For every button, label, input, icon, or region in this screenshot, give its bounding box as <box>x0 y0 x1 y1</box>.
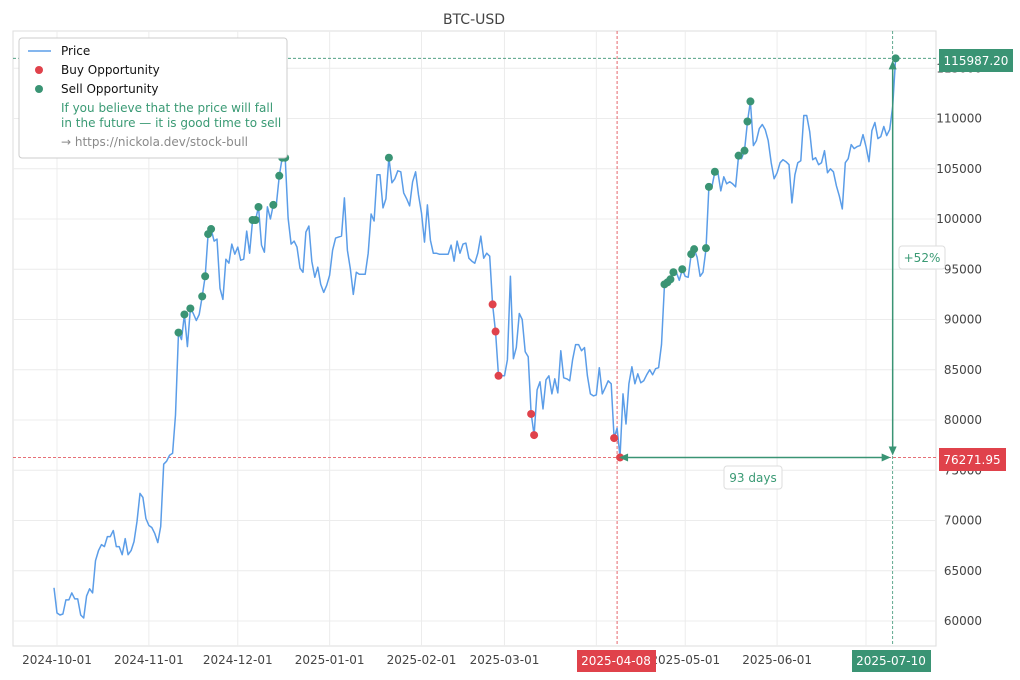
x-tick-label: 2024-11-01 <box>114 653 184 667</box>
legend-price-label: Price <box>61 44 90 58</box>
sell-point <box>743 117 752 126</box>
gain-label-box <box>898 245 946 270</box>
x-tick-label: 2025-03-01 <box>470 653 540 667</box>
chart-title: BTC-USD <box>443 12 505 28</box>
legend-sell-label: Sell Opportunity <box>61 82 159 96</box>
sell-point <box>704 182 713 191</box>
annotations <box>619 60 897 462</box>
duration-label-text: 93 days <box>729 471 776 485</box>
gain-label: +52% <box>898 245 946 270</box>
buy-date-badge-text: 2025-04-08 <box>581 654 651 668</box>
y-tick-label: 70000 <box>944 514 982 528</box>
promo-line-1: If you believe that the price will fall <box>61 101 273 115</box>
sell-point <box>891 54 900 63</box>
sell-price-badge: 115987.20 <box>939 49 1013 72</box>
price-line <box>53 58 897 619</box>
legend-box <box>18 37 288 159</box>
sell-point <box>678 265 687 274</box>
buy-point <box>530 431 539 440</box>
sell-point <box>207 225 216 234</box>
y-tick-label: 60000 <box>944 614 982 628</box>
buy-point <box>527 409 536 418</box>
y-tick-label: 80000 <box>944 413 982 427</box>
sell-point <box>174 328 183 337</box>
sell-point <box>186 304 195 313</box>
legend: Price Buy Opportunity Sell Opportunity I… <box>18 37 288 159</box>
sell-point <box>690 245 699 254</box>
promo-line-2: in the future — it is good time to sell <box>61 116 281 130</box>
sell-point <box>275 171 284 180</box>
legend-sell-swatch <box>35 85 43 93</box>
x-tick-label: 2025-02-01 <box>387 653 457 667</box>
sell-point <box>198 292 207 301</box>
sell-point <box>666 275 675 284</box>
sell-point <box>251 216 260 225</box>
y-tick-label: 95000 <box>944 262 982 276</box>
x-tick-label: 2025-05-01 <box>650 653 720 667</box>
buy-point <box>494 371 503 380</box>
buy-price-badge-text: 76271.95 <box>943 453 1000 467</box>
sell-point <box>254 202 263 211</box>
sell-point <box>269 200 278 209</box>
gain-arrow-head-top <box>888 60 897 70</box>
sell-price-badge-bg <box>939 49 1013 72</box>
buy-date-badge: 2025-04-08 <box>577 650 656 672</box>
sell-point <box>701 244 710 253</box>
y-tick-label: 110000 <box>936 112 982 126</box>
legend-buy-swatch <box>35 66 43 74</box>
buy-price-badge: 76271.95 <box>939 448 1006 471</box>
duration-arrow-head-left <box>619 453 629 462</box>
buy-point <box>610 434 619 443</box>
buy-price-badge-bg <box>939 448 1006 471</box>
x-tick-label: 2025-06-01 <box>742 653 812 667</box>
x-tick-label: 2024-12-01 <box>203 653 273 667</box>
buy-point <box>488 300 497 309</box>
sell-point <box>734 151 743 160</box>
y-tick-label: 105000 <box>936 162 982 176</box>
y-tick-label: 85000 <box>944 363 982 377</box>
sell-point <box>740 146 749 155</box>
y-tick-label: 65000 <box>944 564 982 578</box>
sell-point <box>669 268 678 277</box>
x-tick-label: 2024-10-01 <box>22 653 92 667</box>
sell-date-badge: 2025-07-10 <box>852 650 931 672</box>
duration-arrow-head-right <box>881 453 891 462</box>
y-tick-label: 90000 <box>944 313 982 327</box>
sell-date-badge-text: 2025-07-10 <box>856 654 926 668</box>
y-tick-label: 100000 <box>936 212 982 226</box>
sell-point <box>180 310 189 319</box>
sell-point <box>201 272 210 281</box>
x-tick-label: 2025-01-01 <box>295 653 365 667</box>
y-axis: 6000065000700007500080000850009000095000… <box>936 61 982 628</box>
legend-buy-label: Buy Opportunity <box>61 63 160 77</box>
buy-point <box>491 327 500 336</box>
sell-price-badge-text: 115987.20 <box>944 54 1009 68</box>
sell-point <box>746 97 755 106</box>
gain-label-text: +52% <box>904 251 941 265</box>
duration-label: 93 days <box>723 465 783 490</box>
gain-arrow-head-bottom <box>888 446 897 456</box>
promo-link[interactable]: → https://nickola.dev/stock-bull <box>61 135 248 149</box>
sell-point <box>384 153 393 162</box>
duration-label-box <box>723 465 783 490</box>
x-axis: 2024-10-01 2024-11-01 2024-12-01 2025-01-01… <box>22 653 867 667</box>
sell-date-badge-bg <box>852 650 931 672</box>
sell-point <box>710 167 719 176</box>
buy-date-badge-bg <box>577 650 656 672</box>
